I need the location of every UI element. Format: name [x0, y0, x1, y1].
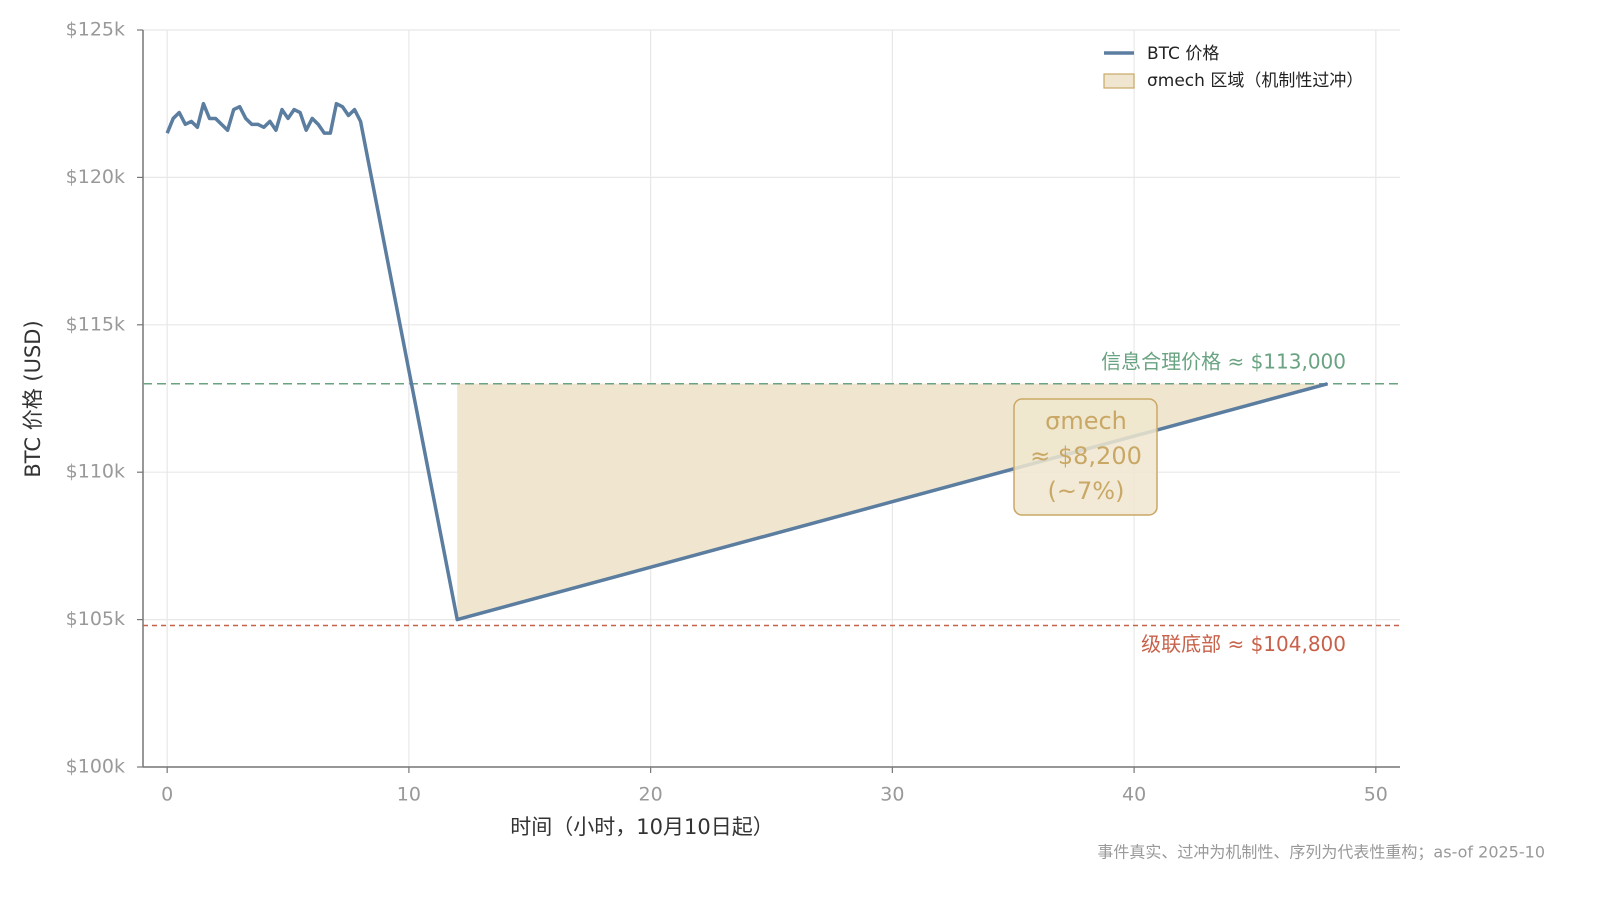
- x-tick-label: 20: [639, 784, 663, 806]
- x-tick-label: 30: [880, 784, 904, 806]
- annotation-text: (~7%): [1048, 477, 1125, 505]
- y-axis-label: BTC 价格 (USD): [21, 320, 45, 477]
- reference-label: 信息合理价格 ≈ $113,000: [1101, 349, 1346, 373]
- x-tick-label: 40: [1122, 784, 1146, 806]
- x-tick-label: 10: [397, 784, 421, 806]
- y-tick-label: $125k: [66, 19, 125, 41]
- x-tick-label: 50: [1364, 784, 1388, 806]
- annotation-box: [1013, 398, 1158, 516]
- y-tick-label: $110k: [66, 461, 125, 483]
- y-tick-label: $115k: [66, 313, 125, 335]
- legend-swatch: [1103, 73, 1135, 89]
- annotation-text: ≈ $8,200: [1030, 442, 1142, 470]
- legend-label: σmech 区域（机制性过冲）: [1147, 71, 1363, 91]
- x-axis-label: 时间（小时，10月10日起）: [510, 815, 773, 839]
- x-tick-label: 0: [161, 784, 173, 806]
- annotation-text: σmech: [1045, 407, 1127, 435]
- y-tick-label: $105k: [66, 608, 125, 630]
- legend-label: BTC 价格: [1147, 44, 1219, 64]
- y-tick-label: $120k: [66, 166, 125, 188]
- y-tick-label: $100k: [66, 756, 125, 778]
- price-line: [165, 101, 1328, 622]
- footnote: 事件真实、过冲为机制性、序列为代表性重构；as-of 2025-10: [1097, 843, 1545, 862]
- reference-label: 级联底部 ≈ $104,800: [1141, 632, 1346, 656]
